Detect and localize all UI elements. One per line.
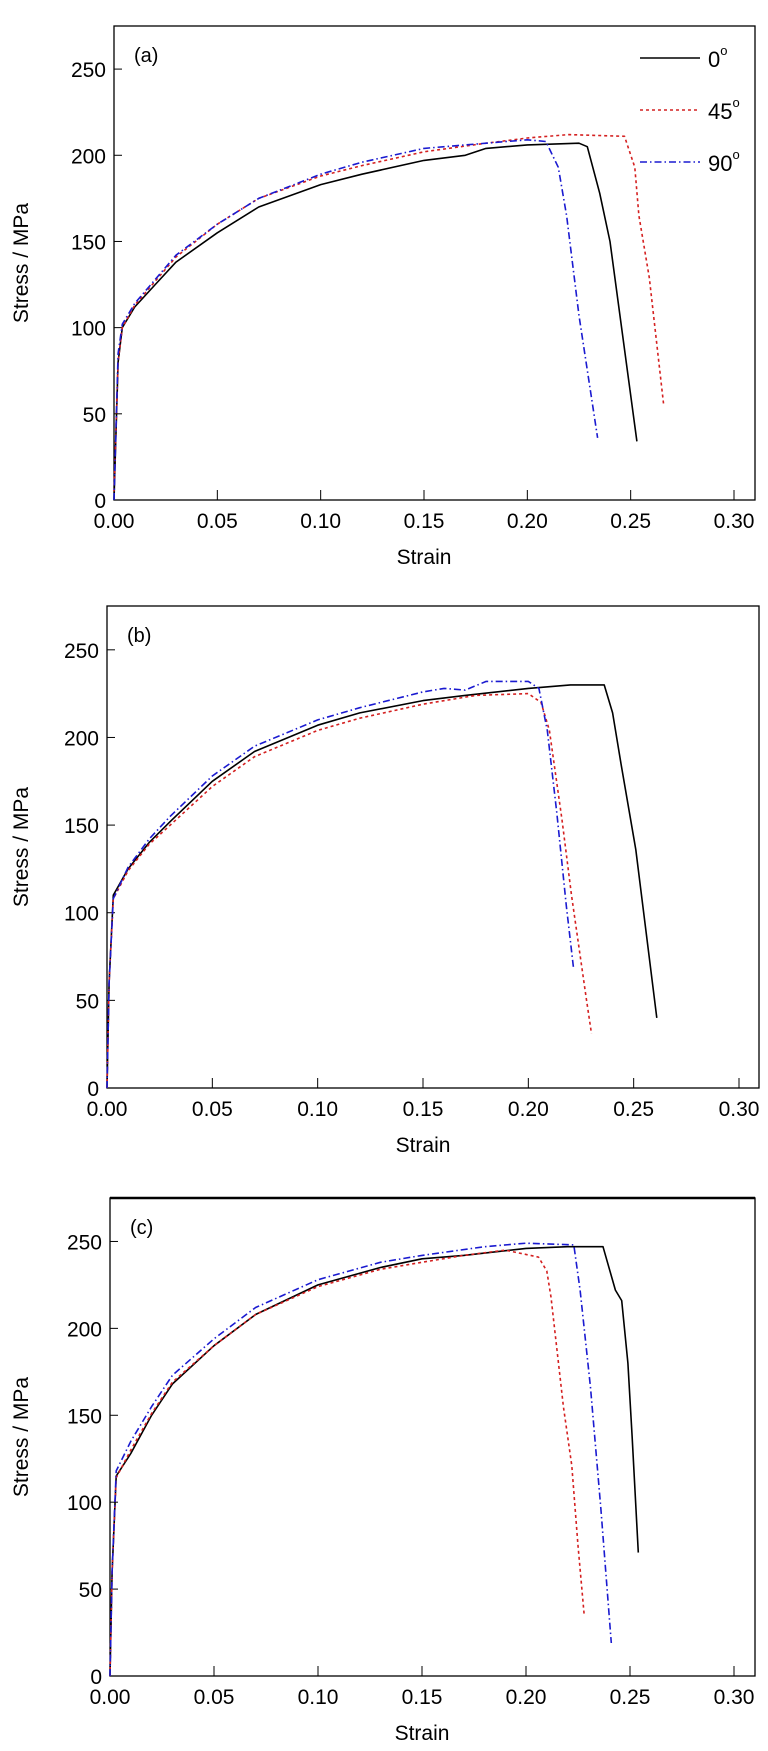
- degree-mark: o: [732, 147, 739, 162]
- y-tick-label: 250: [67, 1231, 102, 1254]
- y-tick-label: 250: [64, 640, 99, 663]
- panel-label: (a): [134, 45, 158, 67]
- legend-label: 0: [708, 47, 720, 72]
- x-tick-label: 0.05: [197, 510, 238, 533]
- legend-label: 90: [708, 151, 732, 176]
- chart-panel-b: 0.00 0.05 0.10 0.15 0.20 0.25 0.30 0 50 100 150 200…: [10, 605, 760, 1157]
- legend-entry-0: 0o: [708, 43, 727, 72]
- plot-frame: [106, 605, 760, 1089]
- degree-mark: o: [720, 43, 727, 58]
- series-line-45-deg: [109, 1249, 585, 1677]
- x-tick-label: 0.30: [714, 1686, 755, 1709]
- x-tick-label: 0.10: [298, 1686, 339, 1709]
- y-tick-label: 50: [83, 404, 106, 427]
- y-tick-label: 100: [71, 318, 106, 341]
- x-tick-label: 0.30: [719, 1098, 760, 1121]
- x-tick-label: 0.25: [613, 1098, 654, 1121]
- x-tick-label: 0.30: [714, 510, 755, 533]
- x-tick-label: 0.00: [87, 1098, 128, 1121]
- panel-label: (b): [127, 625, 151, 647]
- x-tick-label: 0.20: [508, 1098, 549, 1121]
- x-tick-label: 0.05: [194, 1686, 235, 1709]
- chart-panel-a: 0.00 0.05 0.10 0.15 0.20 0.25 0.30 0 50 100 150 200…: [10, 25, 756, 569]
- series-line-0-deg: [113, 142, 638, 501]
- x-axis-label: Strain: [396, 1134, 451, 1157]
- x-tick-label: 0.25: [610, 510, 651, 533]
- plot-frame: [109, 1197, 756, 1677]
- degree-mark: o: [732, 95, 739, 110]
- legend-label: 45: [708, 99, 732, 124]
- y-tick-label: 200: [64, 727, 99, 750]
- y-tick-label: 150: [71, 231, 106, 254]
- x-tick-label: 0.15: [402, 1686, 443, 1709]
- series-line-90-deg: [106, 680, 575, 1089]
- y-axis-label: Stress / MPa: [10, 1377, 33, 1498]
- series-line-90-deg: [109, 1242, 613, 1677]
- x-tick-label: 0.00: [94, 510, 135, 533]
- x-axis-label: Strain: [395, 1722, 450, 1745]
- y-tick-label: 200: [71, 145, 106, 168]
- x-tick-label: 0.10: [300, 510, 341, 533]
- y-tick-label: 100: [67, 1492, 102, 1515]
- y-tick-label: 250: [71, 59, 106, 82]
- y-tick-label: 150: [67, 1405, 102, 1428]
- x-axis-label: Strain: [397, 546, 452, 569]
- x-tick-label: 0.10: [297, 1098, 338, 1121]
- legend-entry-45: 45o: [708, 95, 740, 124]
- y-tick-label: 200: [67, 1318, 102, 1341]
- y-tick-label: 50: [79, 1579, 102, 1602]
- x-tick-label: 0.05: [192, 1098, 233, 1121]
- y-tick-label: 50: [76, 990, 99, 1013]
- plot-frame: [113, 25, 756, 501]
- x-tick-label: 0.25: [610, 1686, 651, 1709]
- series-line-0-deg: [106, 684, 658, 1089]
- series-line-0-deg: [109, 1245, 640, 1677]
- panel-label: (c): [130, 1217, 153, 1239]
- x-tick-label: 0.00: [90, 1686, 131, 1709]
- series-line-45-deg: [106, 692, 593, 1089]
- y-tick-label: 150: [64, 815, 99, 838]
- x-tick-label: 0.15: [404, 510, 445, 533]
- x-tick-label: 0.20: [507, 510, 548, 533]
- chart-panel-c: 0.00 0.05 0.10 0.15 0.20 0.25 0.30 0 50 100 150 200…: [10, 1196, 756, 1745]
- series-line-45-deg: [113, 133, 665, 492]
- x-tick-label: 0.15: [403, 1098, 444, 1121]
- y-axis-label: Stress / MPa: [10, 787, 33, 908]
- y-tick-label: 100: [64, 903, 99, 926]
- x-tick-label: 0.20: [506, 1686, 547, 1709]
- y-tick-label: 0: [94, 490, 106, 513]
- y-axis-label: Stress / MPa: [10, 203, 33, 324]
- y-tick-label: 0: [90, 1666, 102, 1689]
- y-tick-label: 0: [87, 1078, 99, 1101]
- series-line-90-deg: [113, 139, 599, 501]
- legend-entry-90: 90o: [708, 147, 740, 176]
